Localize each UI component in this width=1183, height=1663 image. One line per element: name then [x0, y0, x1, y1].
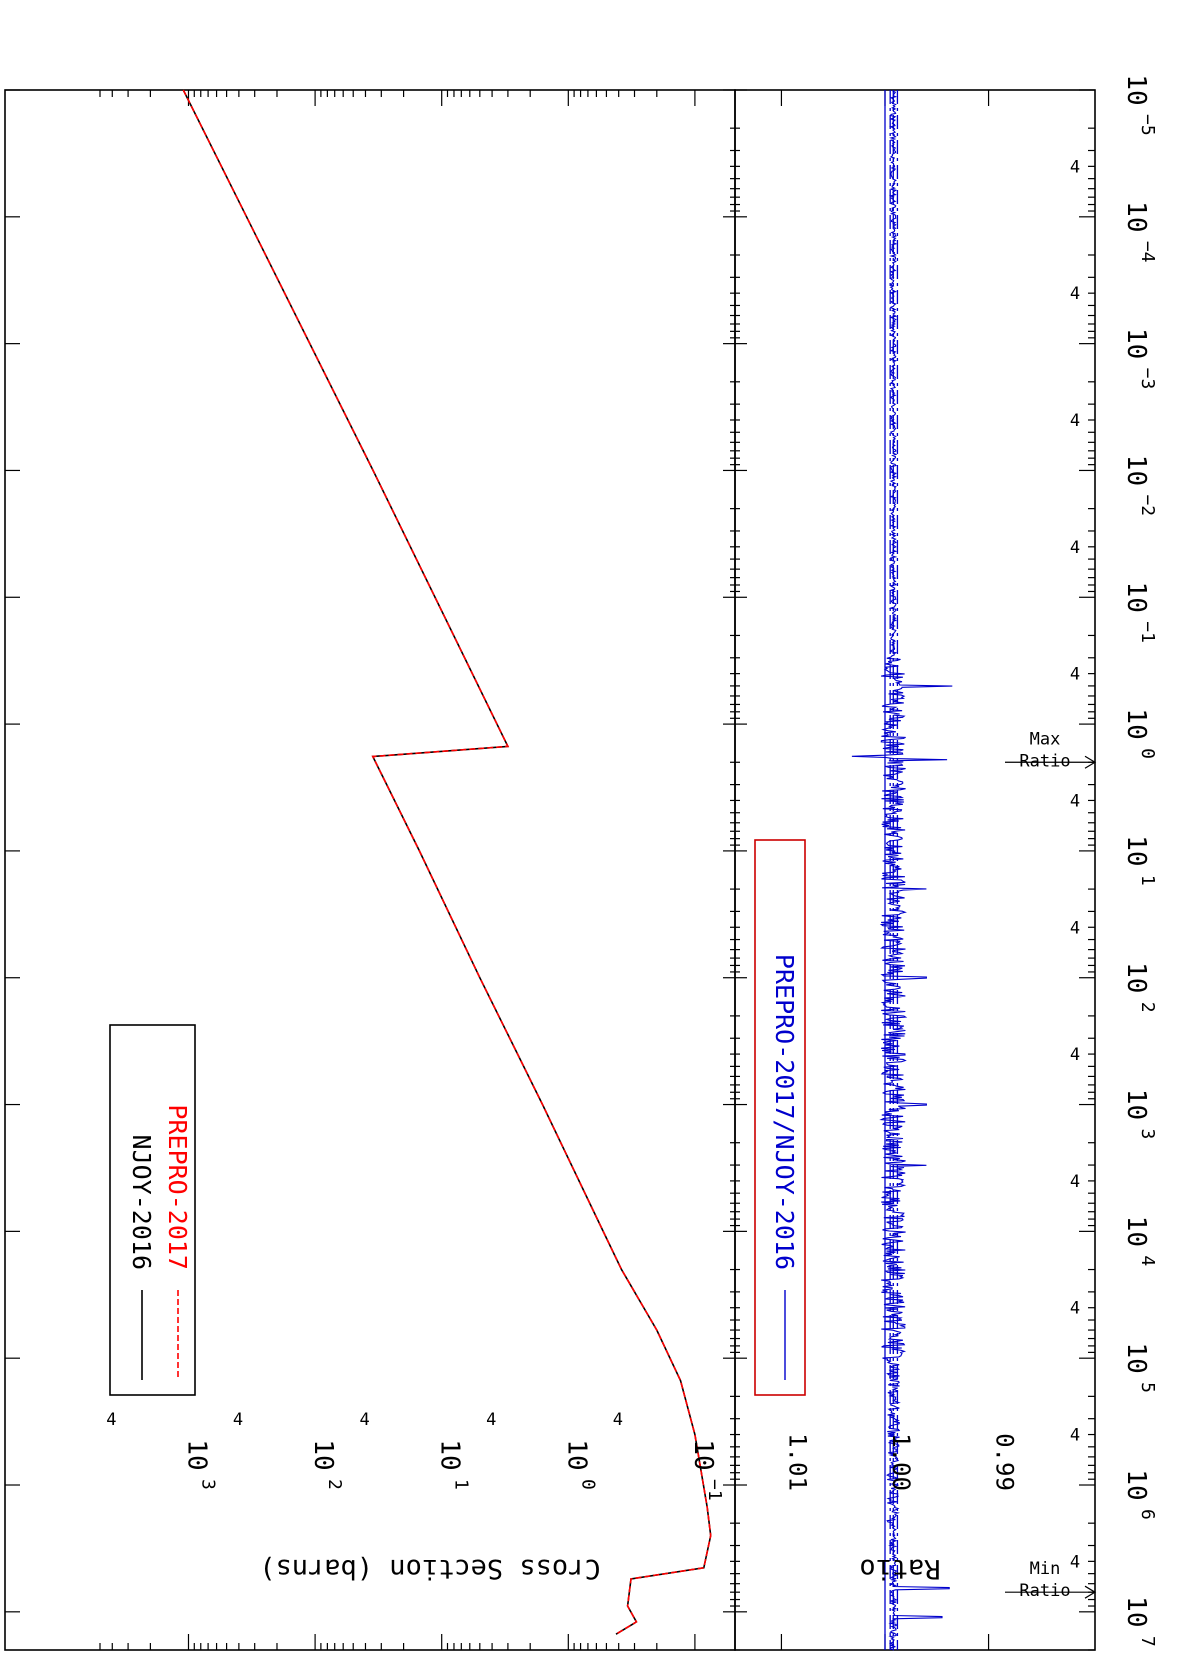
- x-tick-label: 10 6: [1121, 1469, 1158, 1520]
- x-tick-label-exp: 1: [1137, 875, 1158, 886]
- x-tick-label-exp: 4: [1137, 1255, 1158, 1266]
- y-minor-label: 4: [233, 1410, 243, 1430]
- x-minor-label: 4: [1070, 1552, 1080, 1572]
- x-tick-label-text: 10: [1121, 201, 1151, 232]
- legend-box: [109, 1024, 196, 1396]
- x-tick-label-exp: −5: [1137, 114, 1158, 136]
- x-tick-label-exp: 0: [1137, 748, 1158, 759]
- x-minor-label: 4: [1070, 1299, 1080, 1319]
- x-minor-label: 4: [1070, 1172, 1080, 1192]
- series-line-njoy-2016: [182, 89, 712, 1635]
- x-tick-label-text: 10: [1121, 328, 1151, 359]
- x-tick-label: 10 4: [1121, 1216, 1158, 1267]
- y-minor-label: 4: [486, 1410, 496, 1430]
- x-tick-label-exp: 2: [1137, 1002, 1158, 1013]
- x-minor-label: 4: [1070, 918, 1080, 938]
- y-minor-label: 4: [106, 1410, 116, 1430]
- x-tick-label-text: 10: [1121, 1216, 1151, 1247]
- y-tick-label: 10 3: [181, 1439, 218, 1490]
- ratio-tick-label: 1.01: [783, 1433, 811, 1491]
- y-tick-label-text: 10: [435, 1439, 465, 1470]
- ratio-tick-label: 0.99: [991, 1433, 1019, 1491]
- x-tick-label-text: 10: [1121, 835, 1151, 866]
- annotation-label: Min: [1030, 1559, 1061, 1579]
- annotation-label: Ratio: [1019, 1581, 1070, 1601]
- axis-labels: 10−5410−4410−3410−2410−14100410141024103…: [106, 74, 1158, 1646]
- x-tick-label: 10 2: [1121, 962, 1158, 1013]
- ratio-axis-label: Ratio: [859, 1553, 940, 1584]
- x-minor-label: 4: [1070, 791, 1080, 811]
- x-tick-label-text: 10: [1121, 708, 1151, 739]
- x-tick-label-text: 10: [1121, 1596, 1151, 1627]
- y-tick-label-exp: 2: [324, 1479, 345, 1490]
- x-tick-label-exp: −2: [1137, 494, 1158, 516]
- x-tick-label-text: 10: [1121, 1469, 1151, 1500]
- ratio-legend-box: [754, 839, 806, 1396]
- x-tick-label: 10 1: [1121, 835, 1158, 886]
- x-tick-label-text: 10: [1121, 1089, 1151, 1120]
- x-tick-label: 10−2: [1121, 455, 1158, 516]
- y-tick-label-exp: 3: [197, 1479, 218, 1490]
- ratio-legend-label: PREPRO-2017/NJOY-2016: [770, 954, 799, 1270]
- x-minor-label: 4: [1070, 284, 1080, 304]
- x-tick-label: 10 0: [1121, 708, 1158, 759]
- annotation-arrow-head: [1084, 755, 1097, 769]
- x-tick-label: 10 7: [1121, 1596, 1158, 1647]
- x-tick-label-exp: 3: [1137, 1129, 1158, 1140]
- cross-section-legend: NJOY-2016 PREPRO-2017: [109, 1024, 196, 1396]
- y-minor-label: 4: [359, 1410, 369, 1430]
- y-tick-label-text: 10: [688, 1439, 718, 1470]
- x-tick-label-exp: −4: [1137, 241, 1158, 263]
- y-tick-label-text: 10: [561, 1439, 591, 1470]
- x-tick-label-text: 10: [1121, 582, 1151, 613]
- x-tick-label-text: 10: [1121, 74, 1151, 105]
- x-tick-label-exp: −3: [1137, 368, 1158, 390]
- cross-section-series: [182, 89, 712, 1635]
- y-tick-label: 10 1: [435, 1439, 472, 1490]
- x-minor-label: 4: [1070, 1045, 1080, 1065]
- y-tick-label: 10 2: [308, 1439, 345, 1490]
- legend-label: PREPRO-2017: [163, 1104, 192, 1270]
- x-tick-label-exp: 5: [1137, 1382, 1158, 1393]
- x-tick-label: 10 3: [1121, 1089, 1158, 1140]
- x-minor-label: 4: [1070, 157, 1080, 177]
- x-minor-label: 4: [1070, 1426, 1080, 1446]
- x-minor-label: 4: [1070, 411, 1080, 431]
- x-minor-label: 4: [1070, 538, 1080, 558]
- y-tick-label: 10 0: [561, 1439, 598, 1490]
- x-tick-label: 10−4: [1121, 201, 1158, 262]
- x-tick-label-exp: −1: [1137, 621, 1158, 643]
- ratio-plot-frame: [4, 89, 736, 1651]
- x-tick-label: 10−1: [1121, 582, 1158, 643]
- x-tick-label-text: 10: [1121, 1343, 1151, 1374]
- y-tick-label-text: 10: [308, 1439, 338, 1470]
- x-tick-label: 10 5: [1121, 1343, 1158, 1394]
- y-tick-label-exp: 0: [577, 1479, 598, 1490]
- legend-label: NJOY-2016: [127, 1135, 156, 1270]
- ratio-legend: PREPRO-2017/NJOY-2016: [754, 839, 806, 1396]
- annotation-label: Max: [1030, 729, 1061, 749]
- y-tick-label-exp: −1: [704, 1479, 725, 1501]
- y-tick-label-text: 10: [181, 1439, 211, 1470]
- series-line-ratio: [851, 89, 953, 1651]
- ratio-tick-label: 1.00: [887, 1433, 915, 1491]
- annotation-arrow-head: [1084, 1585, 1097, 1599]
- series-line-prepro-2017: [182, 89, 712, 1635]
- x-minor-label: 4: [1070, 665, 1080, 685]
- annotation-label: Ratio: [1019, 751, 1070, 771]
- x-tick-label: 10−5: [1121, 74, 1158, 135]
- y-tick-label: 10−1: [688, 1439, 725, 1500]
- x-tick-label-exp: 7: [1137, 1636, 1158, 1647]
- x-tick-label: 10−3: [1121, 328, 1158, 389]
- y-minor-label: 4: [613, 1410, 623, 1430]
- x-tick-label-text: 10: [1121, 455, 1151, 486]
- x-tick-label-text: 10: [1121, 962, 1151, 993]
- axis-ticks: [5, 89, 1095, 1651]
- x-tick-label-exp: 6: [1137, 1509, 1158, 1520]
- ratio-series: [851, 89, 953, 1651]
- y-axis-label: Cross Section (barns): [259, 1553, 600, 1584]
- y-tick-label-exp: 1: [451, 1479, 472, 1490]
